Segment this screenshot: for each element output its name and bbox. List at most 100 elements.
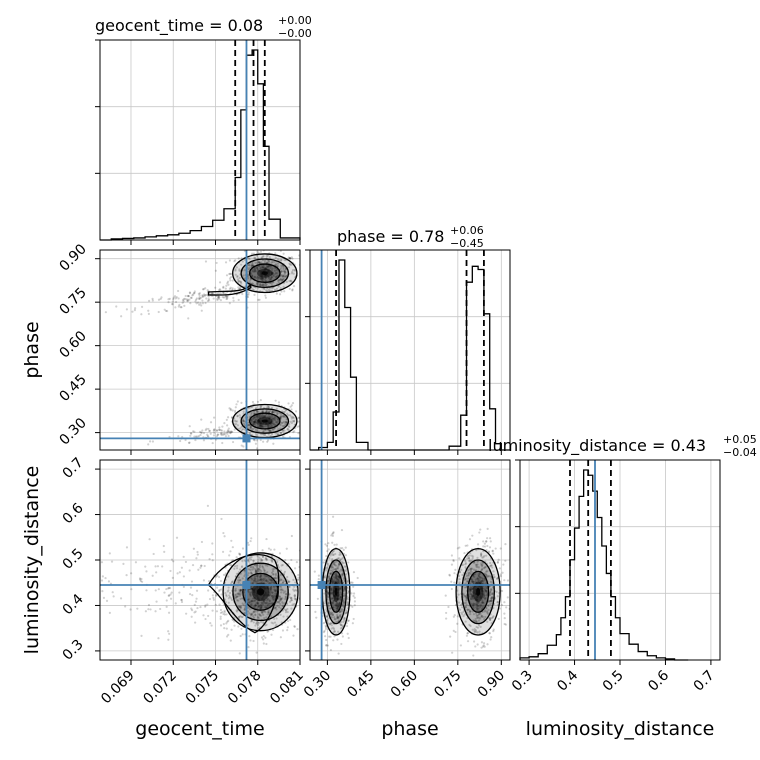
sample-point [167, 586, 170, 590]
sample-point [144, 565, 147, 568]
sample-point [338, 610, 342, 614]
sample-point [466, 632, 469, 635]
sample-point [227, 575, 230, 578]
sample-point [262, 638, 265, 641]
sample-point [222, 433, 225, 436]
sample-point [255, 270, 258, 273]
sample-point [263, 568, 266, 572]
sample-point [217, 292, 220, 295]
sample-point [256, 601, 259, 605]
sample-point [253, 293, 256, 296]
sample-point [330, 611, 333, 614]
sample-point [183, 297, 186, 300]
sample-point [468, 608, 471, 611]
sample-point [242, 603, 245, 607]
sample-point [174, 306, 177, 309]
sample-point [211, 542, 214, 545]
sample-point [270, 621, 273, 624]
sample-point [207, 614, 210, 618]
sample-point [234, 269, 237, 272]
sample-point [110, 560, 114, 563]
sample-point [330, 592, 333, 595]
sample-point [476, 643, 479, 646]
sample-point [334, 568, 337, 571]
sample-point [215, 261, 218, 265]
x-tick-label-luminosity-distance: 0.7 [691, 668, 718, 695]
sample-point [289, 596, 292, 599]
sample-point [216, 574, 219, 577]
sample-point [207, 299, 211, 302]
sample-point [285, 280, 288, 283]
sample-point [325, 638, 328, 642]
title-luminosity-distance-plus: +0.05 [723, 433, 757, 446]
sample-point [471, 594, 474, 597]
sample-point [475, 603, 478, 606]
sample-point [169, 569, 172, 573]
sample-point [236, 274, 239, 278]
sample-point [253, 606, 256, 609]
sample-point [491, 596, 494, 599]
sample-point [279, 602, 282, 606]
sample-point [480, 576, 483, 580]
sample-point [182, 555, 185, 558]
sample-point [249, 425, 253, 428]
sample-point [478, 578, 481, 581]
sample-point [167, 298, 170, 301]
sample-point [247, 557, 251, 560]
sample-point [231, 580, 234, 583]
sample-point [475, 565, 478, 568]
sample-point [227, 619, 230, 622]
sample-point [342, 600, 345, 603]
sample-point [488, 617, 491, 620]
y-tick-label-luminosity-distance: 0.5 [60, 546, 87, 573]
sample-point [338, 602, 341, 606]
sample-point [262, 613, 265, 616]
sample-point [334, 552, 337, 556]
sample-point [239, 597, 242, 600]
sample-point [250, 599, 253, 602]
sample-point [192, 430, 195, 433]
sample-point [327, 581, 330, 584]
sample-point [286, 626, 289, 629]
sample-point [279, 250, 282, 253]
sample-point [275, 275, 278, 278]
sample-point [274, 606, 278, 609]
sample-point [284, 559, 287, 562]
sample-point [451, 651, 454, 654]
sample-point [341, 635, 344, 638]
sample-point [268, 276, 271, 279]
density-fill [261, 419, 268, 423]
sample-point [253, 275, 256, 279]
sample-point [477, 613, 480, 617]
sample-point [229, 407, 232, 411]
sample-point [277, 601, 281, 604]
sample-point [227, 589, 230, 592]
sample-point [486, 620, 489, 623]
sample-point [177, 305, 180, 308]
sample-point [183, 304, 186, 307]
sample-point [470, 578, 473, 581]
sample-point [468, 554, 471, 557]
title-luminosity-distance-minus: −0.04 [723, 446, 757, 459]
sample-point [266, 571, 269, 574]
sample-point [479, 612, 482, 615]
sample-point [241, 615, 244, 619]
sample-point [238, 276, 241, 280]
sample-point [339, 615, 342, 619]
sample-point [261, 414, 264, 417]
sample-point [487, 574, 490, 578]
sample-point [228, 595, 232, 599]
sample-point [240, 263, 243, 266]
sample-point [477, 579, 480, 582]
sample-point [264, 294, 267, 297]
injection-marker [317, 581, 326, 589]
sample-point [256, 616, 260, 619]
sample-point [283, 259, 286, 262]
sample-point [194, 610, 197, 613]
sample-point [260, 261, 263, 264]
sample-point [290, 607, 293, 610]
sample-point [327, 601, 330, 605]
sample-point [331, 579, 334, 582]
sample-point [274, 399, 277, 402]
sample-point [233, 567, 236, 570]
